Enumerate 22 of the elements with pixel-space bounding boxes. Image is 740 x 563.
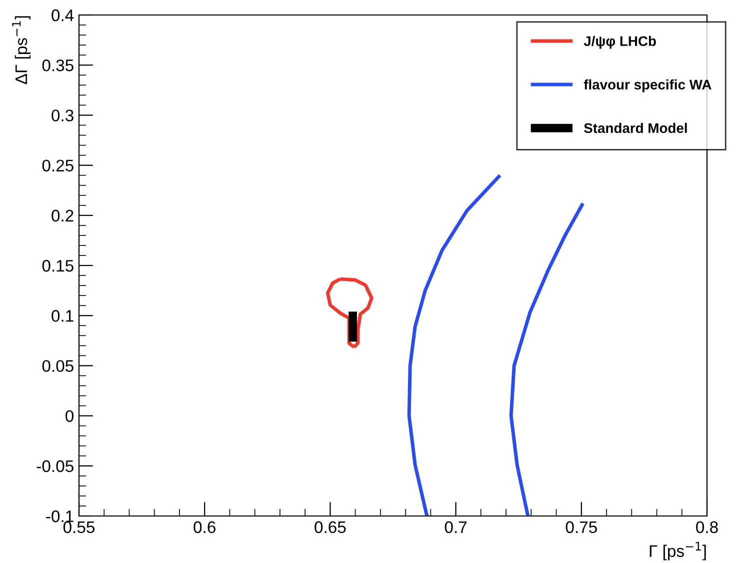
x-tick-label: 0.55 (63, 521, 95, 534)
y-tick-label: 0.35 (42, 60, 74, 72)
x-axis-title: Γ [ps$^{−1}$] (650, 542, 706, 560)
legend-label: Standard Model (584, 122, 687, 134)
y-tick-label: 0.4 (52, 9, 74, 22)
x-tick-label: 0.7 (444, 521, 467, 534)
y-tick-label: 0.25 (42, 160, 74, 172)
legend-label: J/ψφ LHCb (584, 36, 656, 49)
y-tick-label: 0.15 (42, 260, 74, 272)
x-tick-label: 0.6 (194, 521, 216, 534)
x-tick-label: 0.65 (314, 521, 346, 534)
legend-label: flavour specific WA (584, 79, 712, 92)
y-tick-label: 0.2 (52, 210, 74, 222)
x-tick-label: 0.75 (566, 521, 597, 534)
y-tick-label: -0.1 (46, 510, 74, 522)
y-axis-title: ΔΓ [ps$^{−1}$] (12, 16, 30, 84)
y-tick-label: 0 (66, 410, 74, 422)
x-tick-label: 0.8 (696, 521, 718, 534)
y-tick-label: -0.05 (36, 460, 74, 472)
y-tick-label: 0.3 (52, 110, 74, 122)
y-tick-label: 0.05 (42, 360, 74, 372)
y-tick-label: 0.1 (52, 310, 74, 322)
